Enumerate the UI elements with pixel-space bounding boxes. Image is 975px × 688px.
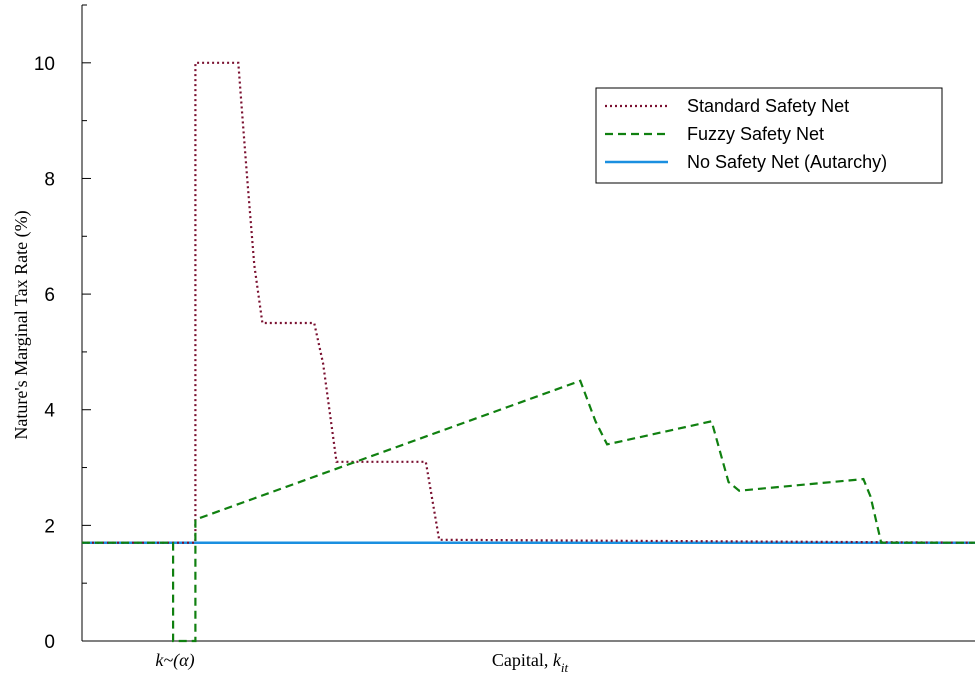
- y-tick-label: 10: [34, 54, 55, 75]
- x-axis-label-main: Capital,: [492, 650, 553, 670]
- legend-box: [595, 87, 943, 184]
- y-tick-label: 2: [44, 516, 55, 537]
- series-layer: [82, 61, 975, 643]
- series-line-dotted: [82, 61, 975, 544]
- legend-label: Fuzzy Safety Net: [687, 124, 824, 144]
- legend-label: No Safety Net (Autarchy): [687, 152, 887, 172]
- y-ticks: 0 2 4 6 8 10: [34, 4, 91, 653]
- legend-items: Standard Safety Net Fuzzy Safety Net No Sa…: [605, 96, 887, 172]
- x-axis-label: Capital, kit: [492, 650, 569, 675]
- series-line-dashed: [82, 379, 975, 643]
- plot-frame: [81, 5, 975, 642]
- x-marker-label: k~(α): [155, 650, 194, 671]
- x-axis-label-var: k: [553, 650, 562, 670]
- y-tick-label: 0: [44, 632, 55, 653]
- y-axis-label: Nature's Marginal Tax Rate (%): [11, 210, 32, 439]
- y-tick-label: 6: [44, 285, 55, 306]
- y-tick-label: 8: [44, 169, 55, 190]
- y-tick-label: 4: [44, 401, 55, 422]
- x-axis-label-sub: it: [561, 660, 569, 675]
- legend-label: Standard Safety Net: [687, 96, 849, 116]
- legend: Standard Safety Net Fuzzy Safety Net No Sa…: [595, 87, 943, 184]
